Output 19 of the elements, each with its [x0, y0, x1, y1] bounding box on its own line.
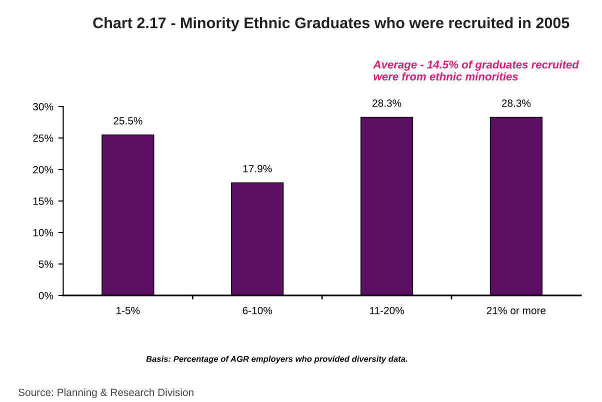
y-tick-label: 15% — [33, 198, 54, 205]
y-tick-label: 5% — [38, 260, 54, 268]
x-tick-label: 21% or more — [486, 306, 546, 314]
y-tick-label: 30% — [33, 103, 54, 110]
y-tick-label: 10% — [33, 228, 54, 236]
text: Average - 14.5% of graduates recruited were from ethnic minorities — [373, 60, 580, 81]
data-label: 28.3% — [502, 99, 531, 107]
y-tick-label: 25% — [33, 134, 54, 142]
source-note: Source: Planning & Research Division — [18, 388, 194, 398]
data-label: 28.3% — [372, 99, 402, 107]
text: Basis: Percentage of AGR employers who provided diversity data. — [146, 356, 408, 364]
y-tick-label: 20% — [33, 166, 54, 174]
data-label: 17.9% — [243, 164, 272, 172]
x-tick-label: 6-10% — [242, 306, 272, 314]
x-tick-label: 1-5% — [116, 306, 140, 314]
data-label: 25.5% — [114, 117, 142, 124]
chart-title: Chart 2.17 - Minority Ethnic Graduates who were recruited in 2005 — [93, 17, 570, 32]
x-tick-label: 11-20% — [370, 306, 404, 314]
y-tick-label: 0% — [38, 292, 54, 300]
